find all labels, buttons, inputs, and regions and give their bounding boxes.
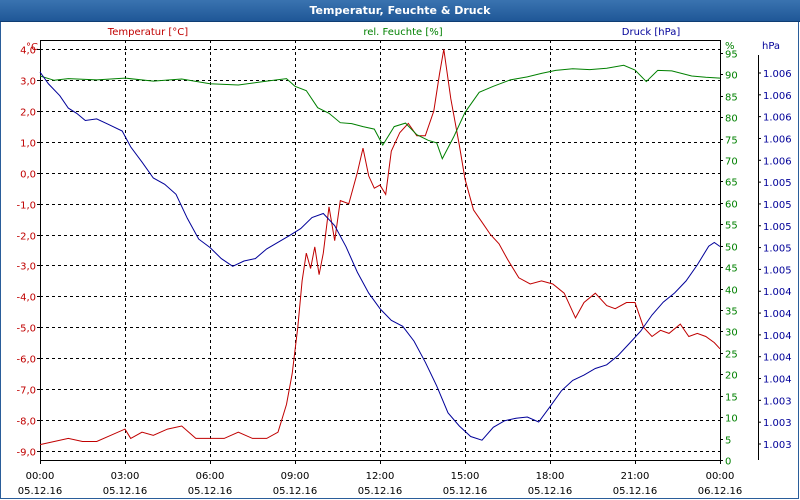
x-tick-date-label: 05.12.16 (188, 486, 233, 497)
pressure-tick-label: 1.003 (763, 440, 792, 451)
x-tick-date-label: 05.12.16 (443, 486, 488, 497)
pressure-tick-label: 1.004 (763, 353, 792, 364)
humidity-tick-label: 50 (725, 243, 738, 254)
humidity-tick-label: 70 (725, 157, 738, 168)
pressure-tick-label: 1.004 (763, 375, 792, 386)
pressure-tick-label: 1.005 (763, 244, 792, 255)
temperature-unit-label: °C (26, 42, 38, 53)
humidity-tick-label: 95 (725, 50, 738, 61)
temperature-tick-label: -5,0 (16, 324, 36, 335)
temperature-tick-label: 4,0 (20, 46, 36, 57)
humidity-tick-label: 10 (725, 414, 738, 425)
pressure-tick-label: 1.006 (763, 69, 792, 80)
humidity-tick-label: 30 (725, 328, 738, 339)
x-tick-time-label: 09:00 (281, 471, 310, 482)
x-tick-date-label: 05.12.16 (613, 486, 658, 497)
temperature-tick-label: -4,0 (16, 293, 36, 304)
x-tick-time-label: 00:00 (26, 471, 55, 482)
humidity-tick-label: 65 (725, 178, 738, 189)
humidity-tick-label: 20 (725, 371, 738, 382)
pressure-tick-label: 1.006 (763, 91, 792, 102)
x-tick-time-label: 21:00 (621, 471, 650, 482)
temperature-tick-label: -3,0 (16, 262, 36, 273)
temperature-tick-label: 2,0 (20, 108, 36, 119)
pressure-tick-label: 1.004 (763, 287, 792, 298)
humidity-tick-label: 25 (725, 350, 738, 361)
x-tick-time-label: 15:00 (451, 471, 480, 482)
pressure-tick-label: 1.003 (763, 396, 792, 407)
pressure-tick-label: 1.005 (763, 200, 792, 211)
x-tick-date-label: 06.12.16 (698, 486, 743, 497)
pressure-tick-label: 1.006 (763, 113, 792, 124)
humidity-tick-label: 55 (725, 221, 738, 232)
series-humidity-line (39, 64, 721, 160)
humidity-tick-label: 90 (725, 71, 738, 82)
pressure-tick-label: 1.006 (763, 134, 792, 145)
temperature-tick-label: -8,0 (16, 417, 36, 428)
x-tick-time-label: 06:00 (196, 471, 225, 482)
humidity-tick-label: 75 (725, 136, 738, 147)
temperature-tick-label: -6,0 (16, 355, 36, 366)
x-tick-date-label: 05.12.16 (273, 486, 318, 497)
pressure-tick-label: 1.004 (763, 331, 792, 342)
humidity-tick-label: 0 (725, 457, 731, 468)
pressure-tick-label: 1.005 (763, 178, 792, 189)
humidity-tick-label: 40 (725, 286, 738, 297)
humidity-tick-label: 60 (725, 200, 738, 211)
x-tick-time-label: 18:00 (536, 471, 565, 482)
x-tick-date-label: 05.12.16 (18, 486, 63, 497)
humidity-unit-label: % (725, 41, 735, 52)
grid-lines (40, 40, 720, 460)
temperature-ticks: 4,0 3,0 2,0 1,0 0,0 -1,0 -2,0 -3,0 -4,0 -5,0 -6,0 -… (16, 46, 40, 459)
x-ticks: 00:00 05.12.16 03:00 05.12.16 06:00 05.12.16 0… (18, 460, 743, 497)
humidity-tick-label: 5 (725, 436, 731, 447)
x-tick-date-label: 05.12.16 (103, 486, 148, 497)
pressure-tick-label: 1.003 (763, 418, 792, 429)
temperature-tick-label: -7,0 (16, 386, 36, 397)
temperature-tick-label: 3,0 (20, 77, 36, 88)
humidity-tick-label: 85 (725, 93, 738, 104)
series-temperature-line (39, 49, 721, 446)
series-pressure-line (39, 71, 721, 441)
temperature-tick-label: 1,0 (20, 139, 36, 150)
humidity-tick-label: 45 (725, 264, 738, 275)
x-tick-time-label: 00:00 (706, 471, 735, 482)
pressure-tick-label: 1.004 (763, 309, 792, 320)
humidity-tick-label: 15 (725, 393, 738, 404)
pressure-unit-label: hPa (762, 41, 780, 52)
pressure-tick-label: 1.005 (763, 222, 792, 233)
pressure-tick-label: 1.006 (763, 156, 792, 167)
x-tick-time-label: 12:00 (366, 471, 395, 482)
window-title: Temperatur, Feuchte & Druck (0, 0, 800, 22)
x-tick-date-label: 05.12.16 (358, 486, 403, 497)
temperature-tick-label: -1,0 (16, 201, 36, 212)
pressure-tick-label: 1.005 (763, 265, 792, 276)
temperature-axis-label: Temperatur [°C] (107, 27, 188, 38)
humidity-axis-label: rel. Feuchte [%] (363, 27, 442, 38)
humidity-tick-label: 35 (725, 307, 738, 318)
pressure-axis-label: Druck [hPa] (622, 27, 681, 38)
temperature-tick-label: -9,0 (16, 448, 36, 459)
temperature-tick-label: 0,0 (20, 170, 36, 181)
temperature-tick-label: -2,0 (16, 232, 36, 243)
x-tick-date-label: 05.12.16 (528, 486, 573, 497)
chart-frame (0, 22, 799, 499)
x-tick-time-label: 03:00 (111, 471, 140, 482)
pressure-ticks: 1.006 1.006 1.006 1.006 1.006 1.005 1.005 1.005… (758, 55, 792, 460)
humidity-tick-label: 80 (725, 114, 738, 125)
